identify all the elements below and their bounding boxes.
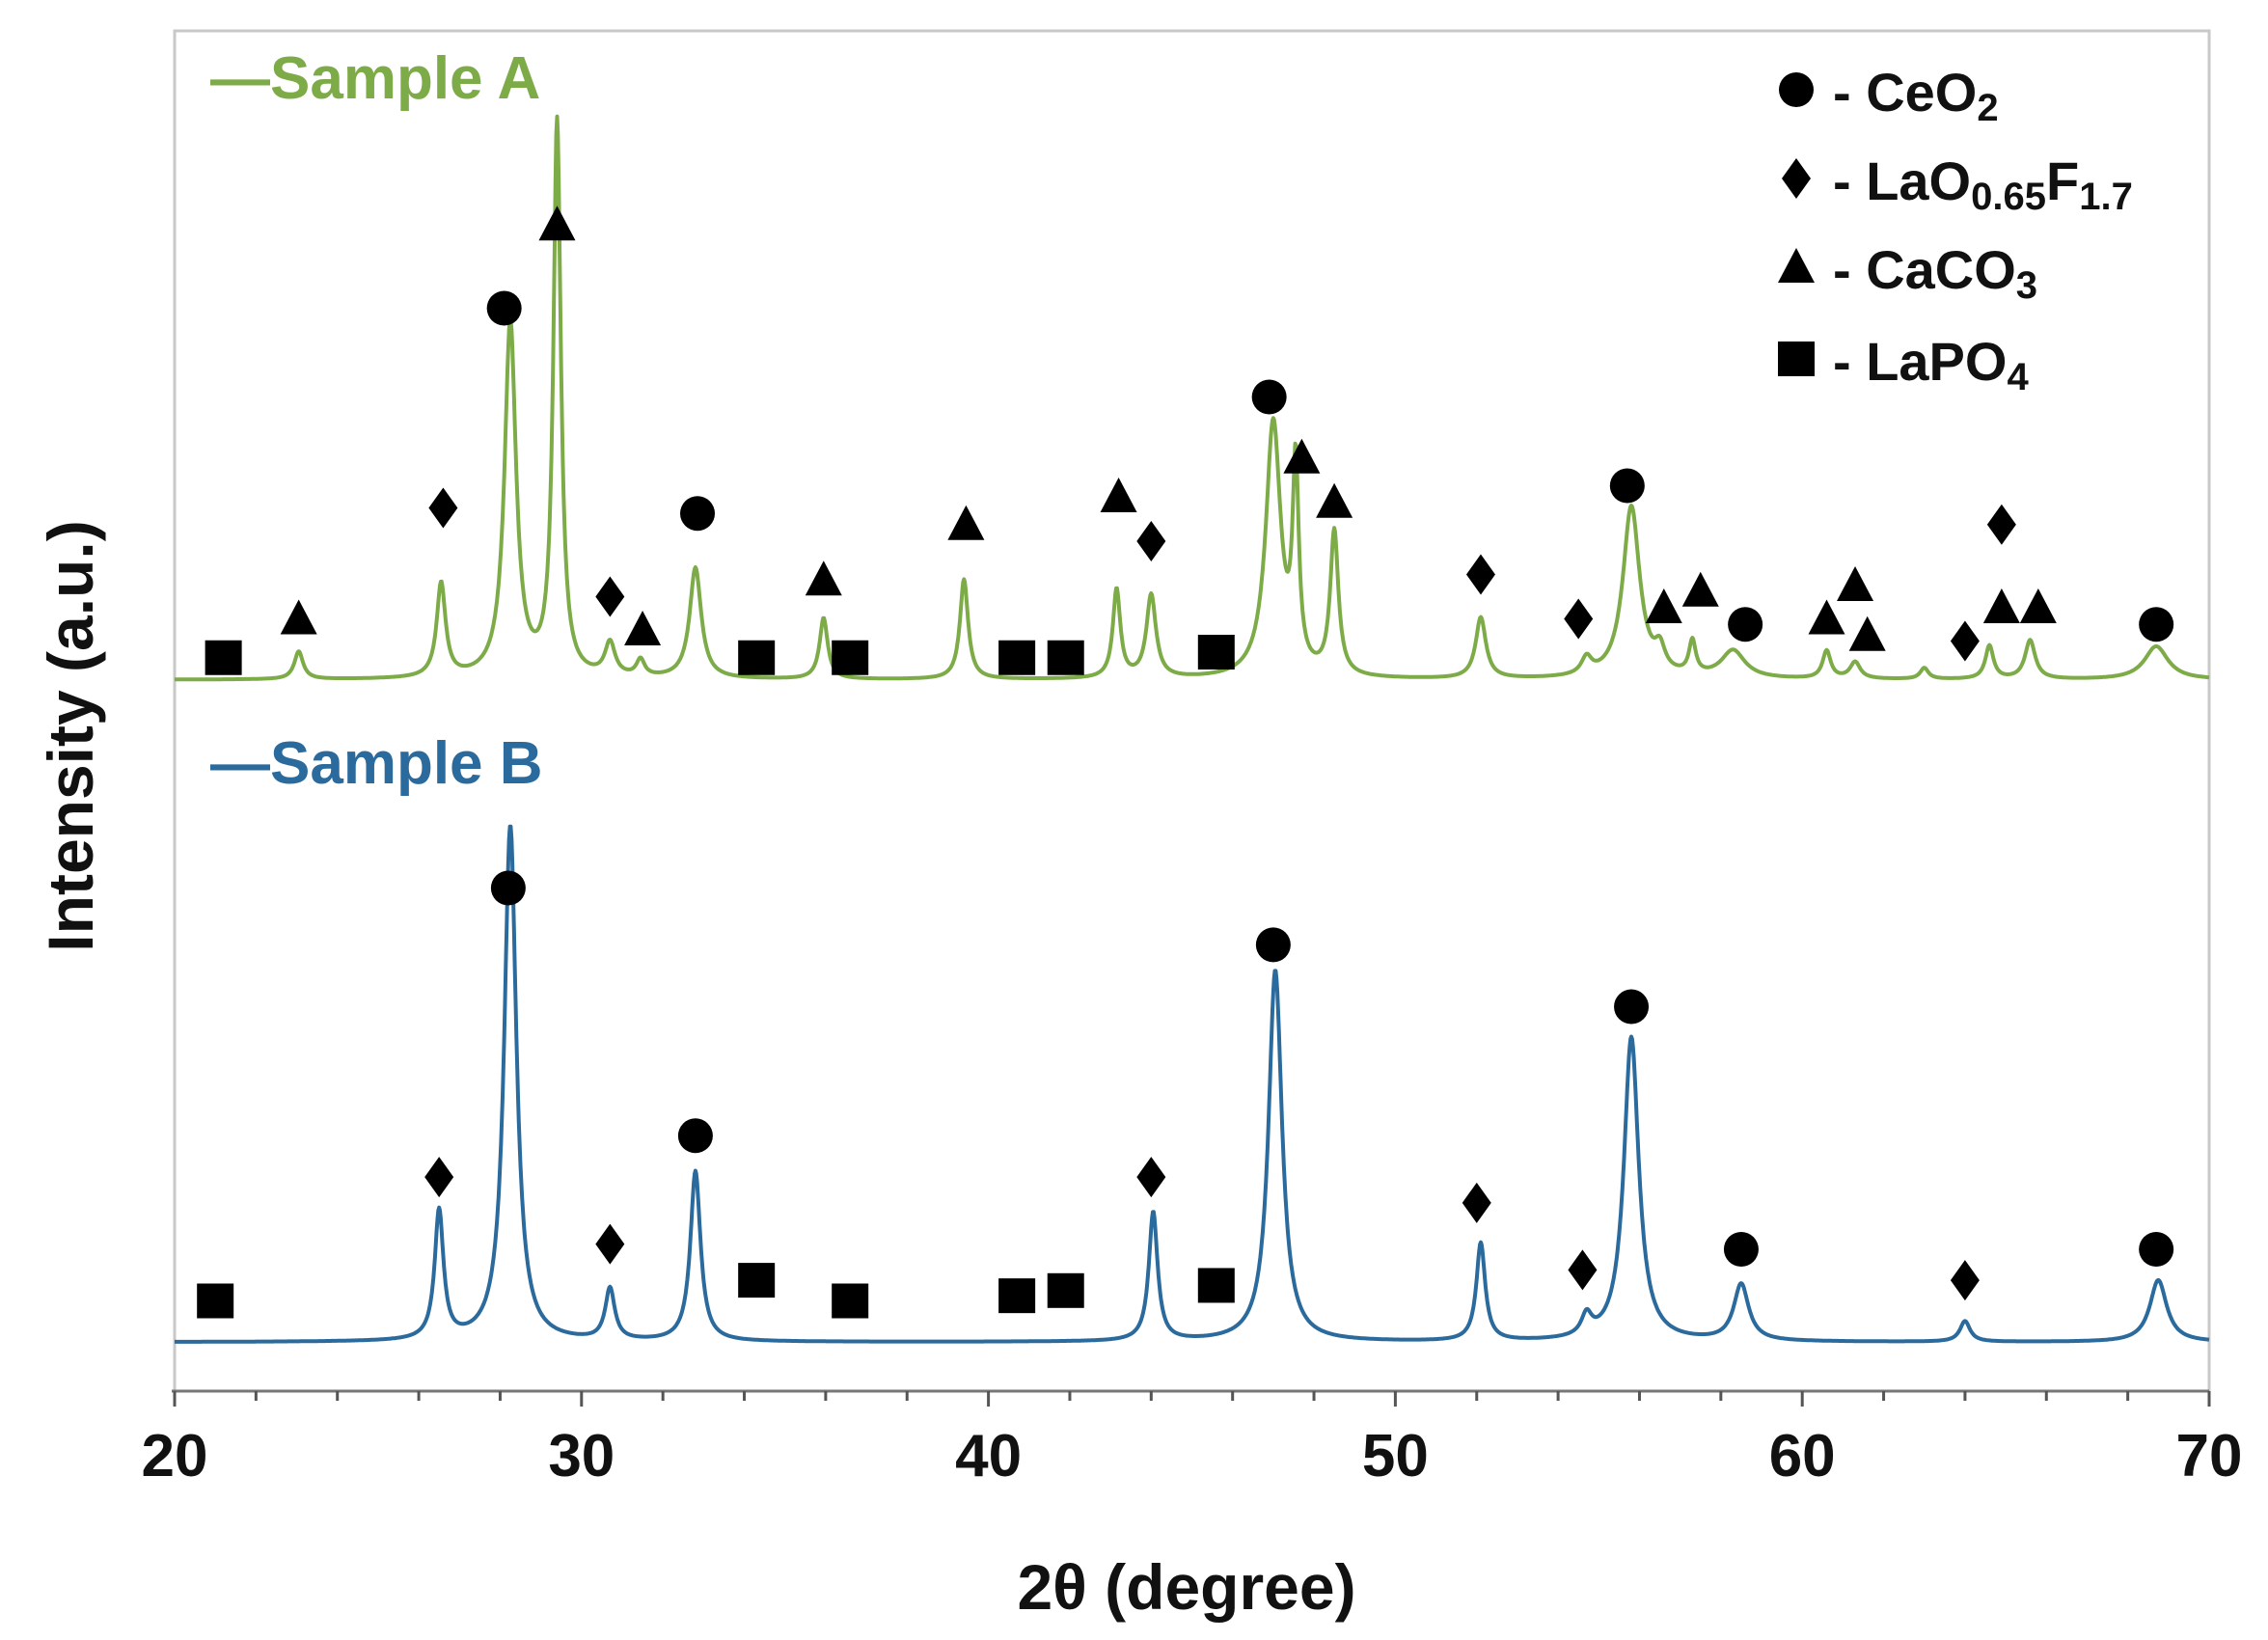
phase-marker-triangle — [1982, 588, 2020, 623]
phase-marker-diamond — [1568, 1249, 1598, 1291]
phase-marker-circle — [1614, 989, 1650, 1025]
phase-marker-triangle — [1283, 438, 1321, 474]
sample-b-label: —Sample B — [210, 730, 543, 797]
phase-marker-circle — [486, 290, 522, 326]
phase-marker-square — [197, 1283, 234, 1319]
phase-marker-circle — [2139, 1232, 2174, 1267]
legend-entry-triangle: - CaCO3 — [1778, 239, 2037, 307]
phase-marker-diamond — [428, 487, 458, 529]
phase-marker-square — [205, 640, 242, 675]
phase-marker-circle — [1723, 1232, 1759, 1267]
phase-marker-square — [832, 1283, 869, 1319]
x-tick-label: 50 — [1362, 1423, 1429, 1490]
phase-marker-circle — [677, 1118, 713, 1154]
legend-label: - CaCO3 — [1833, 239, 2037, 307]
phase-marker-diamond — [1136, 521, 1166, 561]
legend-marker-square — [1778, 342, 1815, 376]
x-axis-title: 2θ (degree) — [1017, 1551, 1355, 1623]
phase-marker-diamond — [1462, 1182, 1491, 1223]
phase-marker-square — [1197, 635, 1235, 670]
phase-marker-diamond — [595, 1223, 625, 1265]
legend-label: - LaPO4 — [1833, 331, 2029, 398]
phase-marker-triangle — [1681, 571, 1719, 607]
phase-marker-diamond — [595, 576, 625, 617]
legend: - CeO2 - LaO0.65F1.7 - CaCO3 - LaPO4 — [1778, 62, 2133, 398]
phase-marker-diamond — [424, 1157, 454, 1198]
phase-marker-square — [998, 640, 1036, 675]
phase-marker-square — [738, 640, 776, 675]
x-axis-tick-labels: 20 30 40 50 60 70 — [142, 1423, 2243, 1490]
phase-marker-square — [1047, 640, 1084, 675]
phase-marker-diamond — [1465, 554, 1495, 595]
phase-marker-triangle — [1837, 566, 1874, 601]
series-line-sample-b — [173, 824, 2211, 1344]
legend-entry-square: - LaPO4 — [1778, 331, 2029, 398]
phase-marker-triangle — [947, 505, 985, 540]
phase-marker-circle — [1728, 607, 1763, 642]
phase-marker-diamond — [1564, 598, 1594, 640]
x-tick-label: 30 — [548, 1423, 615, 1490]
x-tick-label: 20 — [142, 1423, 208, 1490]
legend-label: - CeO2 — [1833, 62, 1999, 129]
x-tick-label: 60 — [1769, 1423, 1836, 1490]
legend-label: - LaO0.65F1.7 — [1833, 150, 2133, 218]
phase-marker-triangle — [805, 560, 842, 596]
phase-marker-diamond — [1136, 1157, 1166, 1198]
x-tick-label: 40 — [955, 1423, 1022, 1490]
phase-marker-circle — [1255, 927, 1291, 963]
phase-marker-circle — [1251, 379, 1287, 415]
phase-marker-square — [1197, 1268, 1235, 1303]
phase-marker-triangle — [280, 599, 317, 635]
phase-marker-diamond — [1986, 504, 2016, 545]
phase-marker-triangle — [624, 611, 662, 645]
legend-marker-circle — [1779, 72, 1814, 107]
legend-entry-diamond: - LaO0.65F1.7 — [1782, 150, 2133, 218]
sample-a-label: —Sample A — [210, 45, 540, 112]
legend-entry-circle: - CeO2 — [1779, 62, 1999, 129]
phase-marker-triangle — [538, 205, 576, 241]
phase-marker-triangle — [1316, 482, 1353, 518]
phase-marker-triangle — [1645, 588, 1682, 623]
series-line-sample-a — [173, 114, 2211, 682]
phase-markers — [197, 205, 2174, 1319]
phase-marker-square — [998, 1278, 1036, 1314]
phase-marker-triangle — [1848, 615, 1886, 651]
x-tick-label: 70 — [2176, 1423, 2243, 1490]
legend-marker-diamond — [1782, 158, 1811, 199]
phase-marker-square — [832, 640, 869, 675]
phase-marker-circle — [2139, 607, 2174, 642]
x-axis-ticks — [173, 1391, 2211, 1407]
phase-marker-triangle — [1100, 478, 1137, 512]
phase-marker-circle — [490, 870, 526, 906]
phase-marker-triangle — [2019, 588, 2057, 623]
phase-marker-circle — [680, 496, 716, 532]
phase-marker-diamond — [1950, 620, 1980, 662]
phase-marker-square — [1047, 1272, 1084, 1308]
plot-frame — [173, 29, 2211, 1393]
legend-marker-triangle — [1778, 248, 1815, 283]
phase-marker-circle — [1609, 468, 1645, 504]
phase-marker-triangle — [1808, 599, 1845, 635]
phase-marker-diamond — [1950, 1260, 1980, 1301]
y-axis-title: Intensity (a.u.) — [35, 520, 106, 951]
phase-marker-square — [738, 1263, 776, 1298]
series-lines — [173, 114, 2211, 1344]
